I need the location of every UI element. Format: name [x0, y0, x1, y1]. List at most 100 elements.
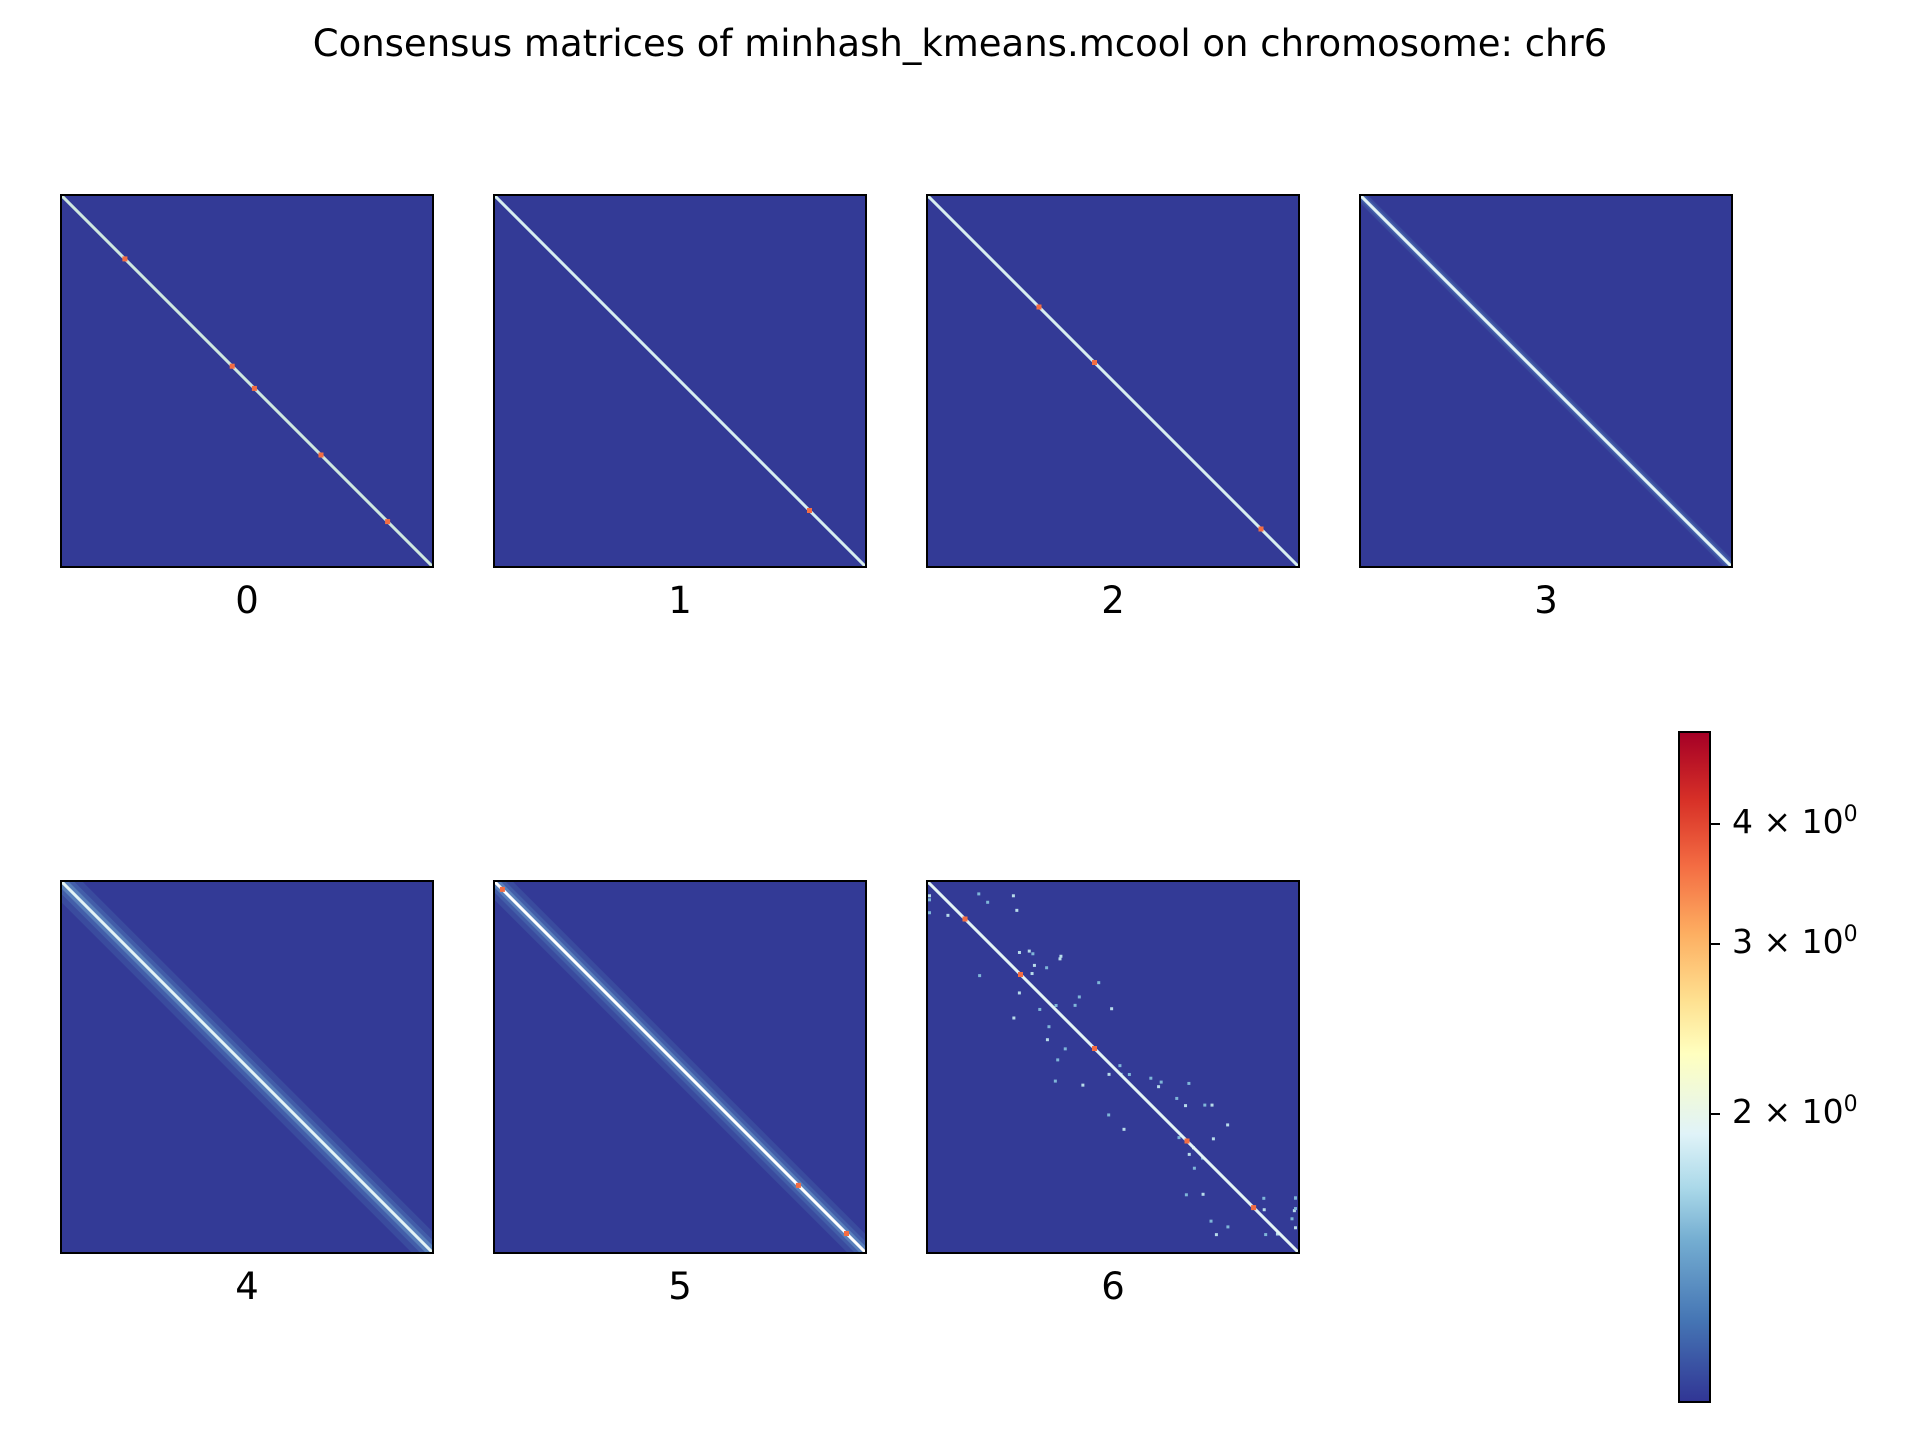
hotspot-cell — [1018, 972, 1023, 977]
colorbar-tick-label: 3 × 100 — [1732, 922, 1858, 961]
heatmap-panel-2 — [926, 194, 1300, 568]
heatmap-svg — [62, 882, 432, 1252]
noise-pixel — [1201, 1192, 1205, 1196]
noise-pixel — [1290, 1217, 1294, 1221]
heatmap-panel-1 — [493, 194, 867, 568]
panel-label-5: 5 — [668, 1265, 692, 1308]
noise-pixel — [946, 913, 950, 917]
noise-pixel — [1097, 981, 1101, 985]
figure-title: Consensus matrices of minhash_kmeans.mco… — [312, 22, 1608, 65]
colorbar-tick-mark — [1711, 1112, 1720, 1115]
noise-pixel — [1015, 908, 1019, 912]
noise-pixel — [1226, 1225, 1230, 1229]
hotspot-cell — [499, 886, 505, 892]
noise-pixel — [1107, 1072, 1111, 1076]
heatmap-panel-3 — [1359, 194, 1733, 568]
hotspot-cell — [251, 385, 257, 391]
hotspot-cell — [1092, 360, 1097, 365]
noise-pixel — [1209, 1219, 1213, 1223]
panel-label-2: 2 — [1101, 579, 1125, 622]
colorbar-tick-label: 4 × 100 — [1732, 802, 1858, 841]
hotspot-cell — [229, 363, 235, 369]
hotspot-cell — [122, 256, 128, 262]
panel-label-1: 1 — [668, 579, 692, 622]
noise-pixel — [1192, 1166, 1196, 1170]
noise-pixel — [1262, 1196, 1266, 1200]
noise-pixel — [928, 894, 931, 898]
hotspot-cell — [807, 508, 812, 513]
noise-pixel — [1045, 966, 1049, 970]
noise-pixel — [1294, 1226, 1297, 1230]
noise-pixel — [1031, 952, 1035, 956]
noise-pixel — [986, 900, 990, 904]
hotspot-cell — [795, 1182, 801, 1188]
hotspot-cell — [844, 1231, 849, 1236]
diagonal-line — [62, 882, 432, 1252]
hotspot-cell — [1251, 1205, 1257, 1211]
noise-pixel — [1187, 1081, 1191, 1085]
panel-label-4: 4 — [235, 1265, 259, 1308]
noise-pixel — [1149, 1076, 1153, 1080]
noise-pixel — [1077, 995, 1081, 999]
noise-pixel — [1027, 949, 1031, 953]
noise-pixel — [1157, 1085, 1161, 1089]
diagonal-line — [495, 882, 865, 1252]
heatmap-svg — [495, 196, 865, 566]
noise-pixel — [977, 892, 981, 896]
heatmap-svg — [495, 882, 865, 1252]
noise-pixel — [1017, 950, 1021, 954]
heatmap-svg — [62, 196, 432, 566]
noise-pixel — [1073, 1003, 1077, 1007]
noise-pixel — [1063, 1047, 1067, 1051]
colorbar-tick-base: 3 × 10 — [1732, 922, 1844, 962]
noise-pixel — [928, 898, 931, 902]
panel-label-3: 3 — [1534, 579, 1558, 622]
heatmap-panel-4 — [60, 880, 434, 1254]
noise-pixel — [1012, 1016, 1016, 1020]
noise-pixel — [1047, 1025, 1051, 1029]
hotspot-cell — [1036, 304, 1042, 310]
noise-pixel — [1275, 1232, 1279, 1236]
noise-pixel — [1038, 1007, 1042, 1011]
panel-label-0: 0 — [235, 579, 259, 622]
diagonal-line — [495, 196, 865, 566]
noise-pixel — [1262, 1208, 1266, 1212]
noise-pixel — [1264, 1233, 1268, 1237]
colorbar-tick-base: 4 × 10 — [1732, 802, 1844, 842]
heatmap-panel-5 — [493, 880, 867, 1254]
noise-pixel — [1203, 1103, 1207, 1107]
noise-pixel — [1045, 1038, 1049, 1042]
hotspot-cell — [318, 452, 324, 458]
noise-pixel — [1059, 954, 1063, 958]
heatmap-svg — [928, 196, 1298, 566]
colorbar-tick-exponent: 0 — [1843, 1091, 1858, 1117]
hotspot-cell — [1258, 526, 1264, 532]
noise-pixel — [1011, 894, 1015, 898]
noise-pixel — [1107, 1113, 1111, 1117]
diagonal-line — [928, 882, 1298, 1252]
noise-pixel — [1214, 1233, 1218, 1237]
noise-pixel — [1226, 1123, 1230, 1127]
noise-pixel — [1118, 1064, 1122, 1068]
noise-pixel — [1210, 1103, 1214, 1107]
diagonal-line — [1361, 196, 1731, 566]
noise-pixel — [1184, 1104, 1188, 1108]
noise-pixel — [1187, 1152, 1191, 1156]
noise-pixel — [1030, 972, 1034, 976]
noise-pixel — [1127, 1072, 1131, 1076]
noise-pixel — [1017, 991, 1021, 995]
noise-pixel — [1081, 1083, 1085, 1087]
noise-pixel — [1175, 1096, 1179, 1100]
hotspot-cell — [1092, 1046, 1097, 1051]
heatmap-panel-6 — [926, 880, 1300, 1254]
hotspot-cell — [1184, 1138, 1190, 1144]
noise-pixel — [1122, 1127, 1126, 1131]
colorbar-tick-mark — [1711, 943, 1720, 946]
noise-pixel — [1110, 1007, 1114, 1011]
noise-pixel — [928, 911, 931, 915]
diagonal-line — [62, 196, 432, 566]
noise-pixel — [1177, 1136, 1181, 1140]
diagonal-line — [928, 196, 1298, 566]
colorbar-tick-exponent: 0 — [1843, 922, 1858, 948]
noise-pixel — [1058, 957, 1062, 961]
